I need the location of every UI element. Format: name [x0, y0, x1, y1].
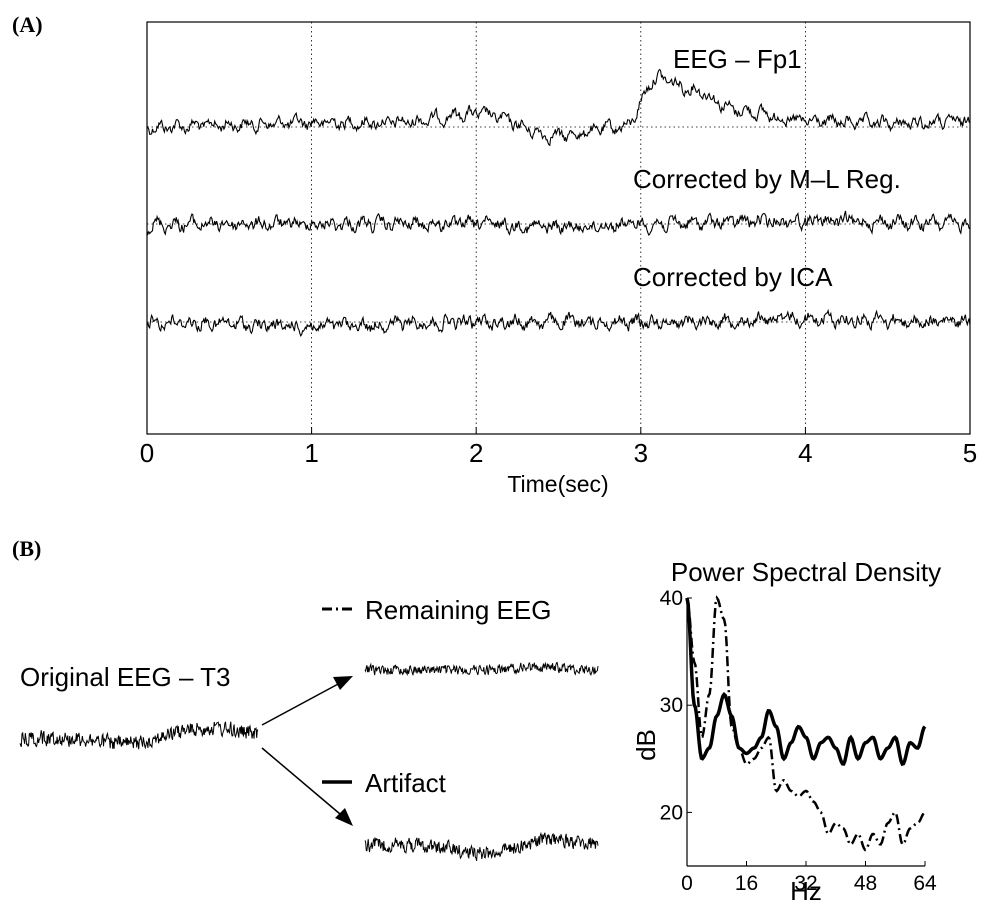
artifact-path	[364, 831, 599, 862]
psd-lines	[685, 595, 927, 852]
arrow-to-artifact	[261, 747, 341, 815]
eeg-trace-1	[146, 68, 971, 147]
x-tick-label: 2	[469, 438, 483, 468]
trace-label-ica: Corrected by ICA	[633, 262, 833, 292]
arrowhead-to-artifact	[335, 808, 353, 826]
original-eeg-trace	[19, 721, 259, 750]
remaining-eeg-trace	[364, 661, 599, 677]
artifact-label: Artifact	[365, 768, 447, 798]
psd-xlabel: Hz	[790, 876, 822, 906]
psd-y-tick-label: 20	[660, 801, 683, 824]
psd-line-artifact	[685, 597, 927, 767]
psd-y-tick-label: 40	[660, 587, 683, 610]
panel-a-traces	[146, 68, 971, 337]
original-eeg-label: Original EEG – T3	[20, 662, 231, 692]
trace-label-fp1: EEG – Fp1	[673, 44, 802, 74]
psd-x-tick-label: 16	[735, 872, 758, 895]
psd-x-tick-label: 32	[794, 872, 817, 895]
original-eeg-path	[19, 721, 259, 750]
x-tick-label: 0	[140, 438, 154, 468]
panel-a-reference-lines	[147, 126, 970, 323]
panel-b-signals: Original EEG – T3 Remaining EEG Artifact	[19, 595, 599, 862]
panel-a-x-ticks: 0 1 2 3 4 5	[140, 427, 977, 468]
panel-a-grid	[311, 22, 806, 434]
eeg-trace-2	[146, 210, 971, 236]
panel-a-plot: 0 1 2 3 4 5 EEG – Fp1 Corrected by M–L Reg. C…	[140, 21, 977, 497]
psd-line-remaining	[685, 595, 926, 852]
panel-b-label: (B)	[12, 536, 41, 561]
x-tick-label: 4	[798, 438, 812, 468]
psd-x-tick-label: 0	[681, 872, 693, 895]
psd-chart: Power Spectral Density 0 16 32 48 64 20 30 40 d…	[631, 557, 941, 906]
remaining-eeg-label: Remaining EEG	[365, 595, 551, 625]
arrow-to-remaining	[261, 682, 341, 726]
psd-ticks: 0 16 32 48 64 20 30 40	[660, 587, 937, 895]
arrowhead-to-remaining	[333, 676, 353, 690]
psd-title: Power Spectral Density	[671, 557, 941, 587]
psd-ylabel: dB	[631, 729, 661, 761]
trace-label-ml-reg: Corrected by M–L Reg.	[633, 164, 901, 194]
panel-a-frame	[146, 21, 971, 435]
psd-x-tick-label: 48	[854, 872, 877, 895]
x-tick-label: 1	[304, 438, 318, 468]
panel-a-xlabel: Time(sec)	[507, 471, 608, 497]
remaining-eeg-path	[364, 661, 599, 677]
psd-x-tick-label: 64	[913, 872, 937, 895]
x-tick-label: 3	[634, 438, 648, 468]
psd-y-tick-label: 30	[660, 694, 683, 717]
panel-a-label: (A)	[12, 12, 43, 37]
eeg-trace-3	[146, 308, 971, 337]
artifact-trace	[364, 831, 599, 862]
x-tick-label: 5	[963, 438, 977, 468]
